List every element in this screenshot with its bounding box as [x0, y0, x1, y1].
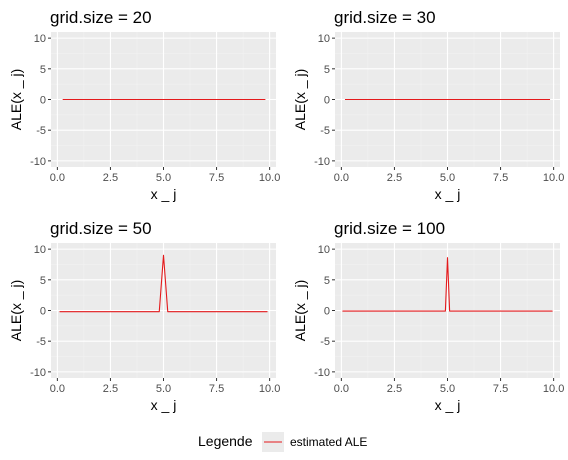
- legend: Legende estimated ALE: [198, 432, 367, 452]
- y-tick-label: 5: [40, 64, 46, 76]
- x-tick-label: 5.0: [156, 172, 171, 184]
- x-tick-label: 0.0: [50, 172, 65, 184]
- x-tick-label: 0.0: [50, 383, 65, 395]
- x-tick-label: 10.0: [259, 172, 280, 184]
- x-tick-label: 10.0: [543, 172, 564, 184]
- y-tick-label: 10: [34, 244, 46, 256]
- y-tick-label: 5: [324, 64, 330, 76]
- x-axis-label: x _ j: [435, 186, 461, 202]
- x-tick-label: 10.0: [543, 383, 564, 395]
- x-tick-label: 2.5: [387, 172, 402, 184]
- x-tick-label: 5.0: [440, 383, 455, 395]
- panel-3: 0.0 2.5 5.0 7.5 10.0 -10 -5 0 5 10 grid.size = 50 x…: [8, 219, 280, 413]
- x-tick-label: 7.5: [209, 172, 224, 184]
- y-tick-label: -10: [314, 156, 330, 168]
- panel-1: 0.0 2.5 5.0 7.5 10.0 -10 -5 0 5 10 grid.size = 20 x…: [8, 8, 280, 202]
- x-axis-label: x _ j: [151, 397, 177, 413]
- y-axis-label: ALE(x _ j): [292, 280, 308, 341]
- y-tick-label: -10: [314, 367, 330, 379]
- legend-title: Legende: [198, 433, 253, 449]
- y-tick-label: 0: [324, 306, 330, 318]
- series-line-estimated-ale: [59, 254, 268, 313]
- x-axis-label: x _ j: [151, 186, 177, 202]
- y-tick-label: 0: [324, 95, 330, 107]
- panel-title: grid.size = 100: [334, 219, 445, 238]
- y-tick-label: 10: [318, 33, 330, 45]
- x-axis-label: x _ j: [435, 397, 461, 413]
- y-tick-label: -5: [320, 336, 330, 348]
- x-tick-label: 7.5: [493, 383, 508, 395]
- panel-2: 0.0 2.5 5.0 7.5 10.0 -10 -5 0 5 10 grid.size = 30 x…: [292, 8, 564, 202]
- x-tick-label: 0.0: [334, 172, 349, 184]
- x-tick-label: 10.0: [259, 383, 280, 395]
- y-tick-label: 0: [40, 95, 46, 107]
- y-tick-label: -5: [36, 125, 46, 137]
- y-tick-label: 5: [324, 275, 330, 287]
- panel-title: grid.size = 50: [50, 219, 152, 238]
- x-tick-label: 5.0: [156, 383, 171, 395]
- series-line-estimated-ale: [342, 257, 553, 312]
- panel-4: 0.0 2.5 5.0 7.5 10.0 -10 -5 0 5 10 grid.size = 100…: [292, 219, 564, 413]
- legend-entry-label: estimated ALE: [290, 435, 367, 449]
- x-tick-label: 2.5: [103, 172, 118, 184]
- panel-title: grid.size = 30: [334, 8, 436, 27]
- y-axis-label: ALE(x _ j): [8, 280, 24, 341]
- y-tick-label: -10: [30, 156, 46, 168]
- x-tick-label: 2.5: [387, 383, 402, 395]
- y-tick-label: 5: [40, 275, 46, 287]
- panel-title: grid.size = 20: [50, 8, 152, 27]
- y-axis-label: ALE(x _ j): [8, 69, 24, 130]
- y-tick-label: -5: [320, 125, 330, 137]
- x-tick-label: 7.5: [493, 172, 508, 184]
- y-tick-label: 0: [40, 306, 46, 318]
- y-tick-label: -5: [36, 336, 46, 348]
- x-tick-label: 2.5: [103, 383, 118, 395]
- x-tick-label: 7.5: [209, 383, 224, 395]
- y-tick-label: -10: [30, 367, 46, 379]
- y-tick-label: 10: [318, 244, 330, 256]
- x-tick-label: 5.0: [440, 172, 455, 184]
- y-axis-label: ALE(x _ j): [292, 69, 308, 130]
- y-tick-label: 10: [34, 33, 46, 45]
- x-tick-label: 0.0: [334, 383, 349, 395]
